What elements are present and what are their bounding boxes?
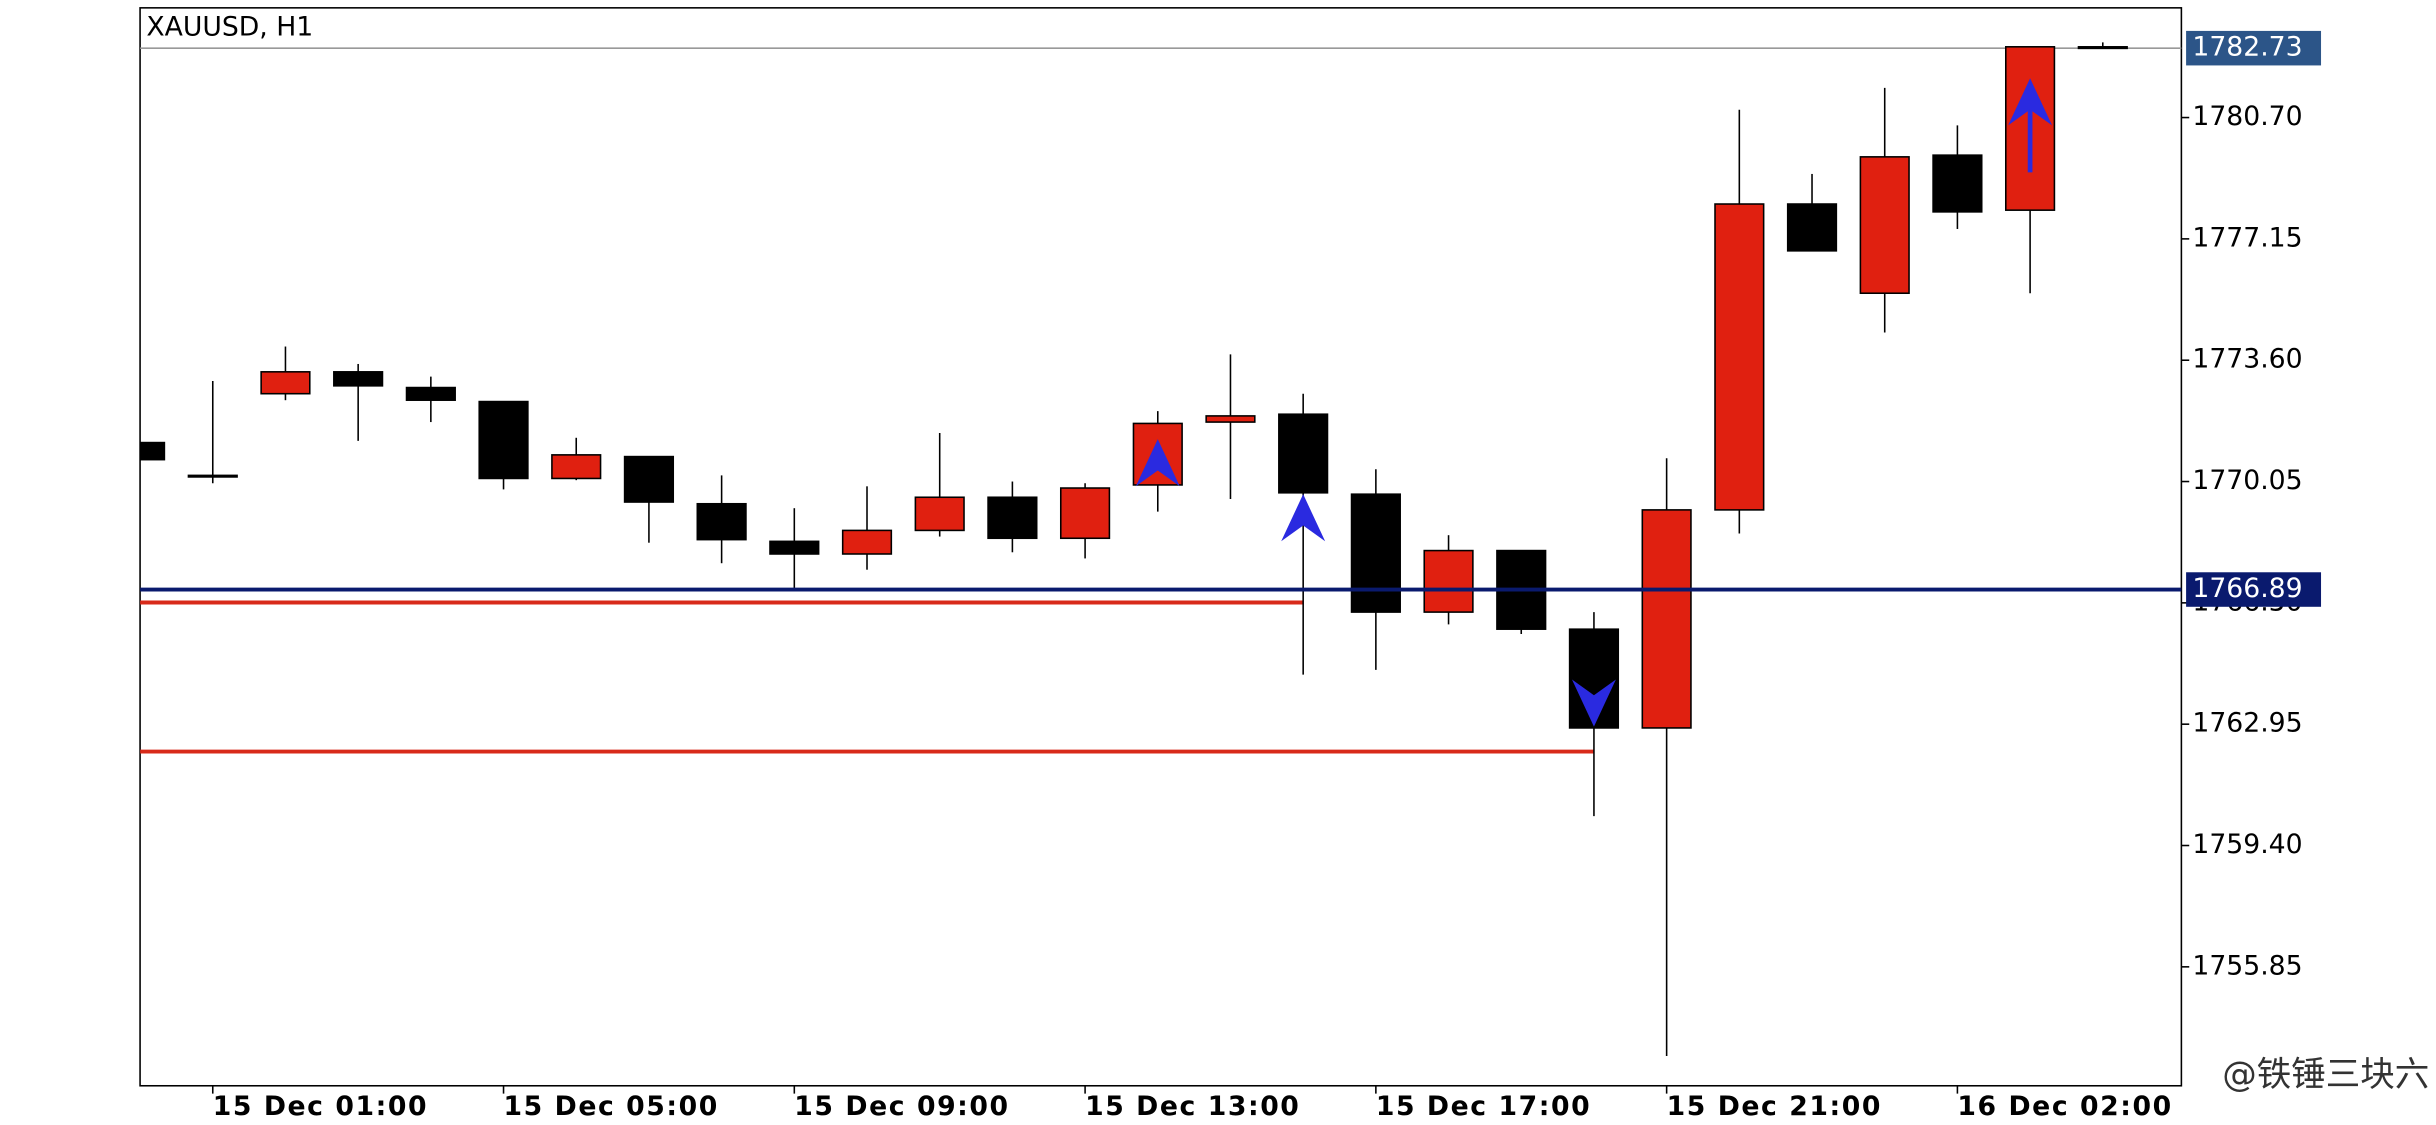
y-tick-label: 1773.60 [2192, 344, 2302, 375]
candle-body [987, 496, 1038, 540]
candle-body [1205, 415, 1256, 423]
x-tick-label: 15 Dec 01:00 [213, 1091, 428, 1122]
x-tick-label: 15 Dec 13:00 [1085, 1091, 1300, 1122]
signal-arrow [1281, 494, 1326, 542]
y-tick-label: 1770.05 [2192, 465, 2302, 496]
candle-body [140, 441, 166, 461]
candle-body [1059, 487, 1111, 540]
x-tick-label: 15 Dec 09:00 [794, 1091, 1009, 1122]
candle-body [1786, 203, 1838, 252]
x-tick-label: 16 Dec 02:00 [1957, 1091, 2172, 1122]
candle-body [260, 371, 311, 395]
candle-body [478, 400, 529, 480]
candle-body [333, 371, 384, 387]
candle-body [2077, 46, 2128, 50]
candle-body [1641, 509, 1692, 729]
plot-area [140, 42, 2182, 1057]
candle-body [187, 474, 238, 478]
y-tick-label: 1777.15 [2192, 222, 2302, 253]
candle-body [1350, 493, 1401, 613]
x-tick-label: 15 Dec 21:00 [1667, 1091, 1882, 1122]
candle-body [1278, 413, 1329, 494]
y-tick-label: 1759.40 [2192, 829, 2302, 860]
price-label-box [2186, 30, 2322, 66]
line-label-box [2186, 572, 2322, 607]
candle-body [1932, 154, 1983, 213]
signal-arrow [1571, 679, 1616, 727]
candle-body [1423, 549, 1474, 613]
y-tick-label: 1762.95 [2192, 708, 2302, 739]
plot-frame [139, 7, 2183, 1087]
candle-body [1859, 156, 1910, 295]
candle-body [914, 496, 965, 532]
y-tick-label: 1780.70 [2192, 101, 2302, 132]
price-label: 1782.73 [2192, 32, 2302, 63]
x-tick-label: 15 Dec 17:00 [1376, 1091, 1591, 1122]
candle-body [551, 454, 602, 480]
x-tick-label: 15 Dec 05:00 [504, 1091, 719, 1122]
line-label: 1766.89 [2192, 573, 2302, 604]
signal-arrow [1135, 439, 1180, 487]
candle-body [696, 502, 747, 541]
candle-body [841, 529, 893, 555]
signal-arrow [2008, 78, 2053, 126]
watermark: @铁锤三块六 [2222, 1055, 2429, 1095]
candle-body [623, 455, 675, 503]
candle-body [405, 386, 456, 401]
candle-body [769, 540, 820, 555]
chart-title: XAUUSD, H1 [146, 12, 313, 43]
y-tick-label: 1755.85 [2192, 950, 2302, 981]
candle-body [1714, 203, 1765, 511]
